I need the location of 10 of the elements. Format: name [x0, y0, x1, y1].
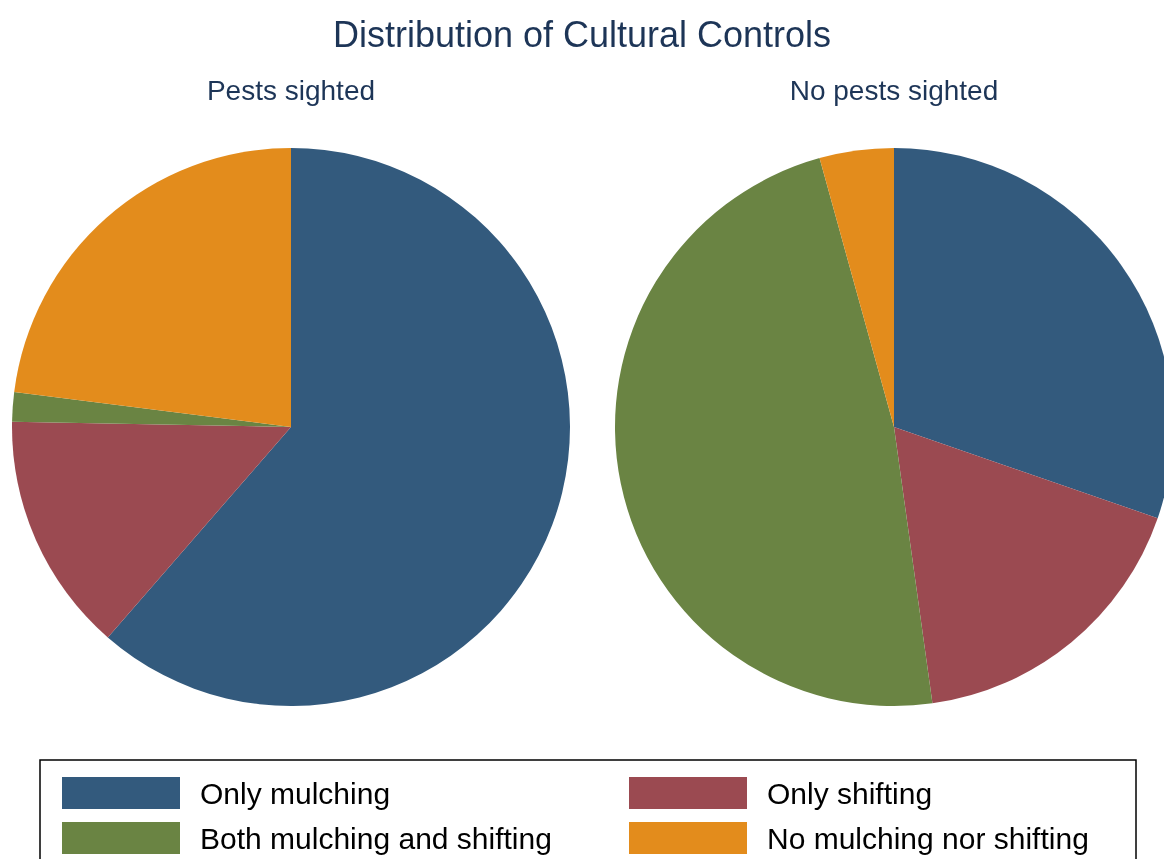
pie-slice: [14, 148, 291, 427]
legend-label: Both mulching and shifting: [200, 822, 552, 855]
legend-label: Only mulching: [200, 777, 391, 810]
chart-subtitle: Pests sighted: [206, 75, 376, 106]
pie-slice: [12, 421, 291, 638]
legend-label: No mulching nor shifting: [767, 822, 1089, 855]
pie-slice: [107, 148, 570, 706]
chart-title: Distribution of Cultural Controls: [332, 14, 832, 55]
chart-subtitle: No pests sighted: [789, 75, 999, 106]
legend-label: Only shifting: [767, 777, 933, 810]
